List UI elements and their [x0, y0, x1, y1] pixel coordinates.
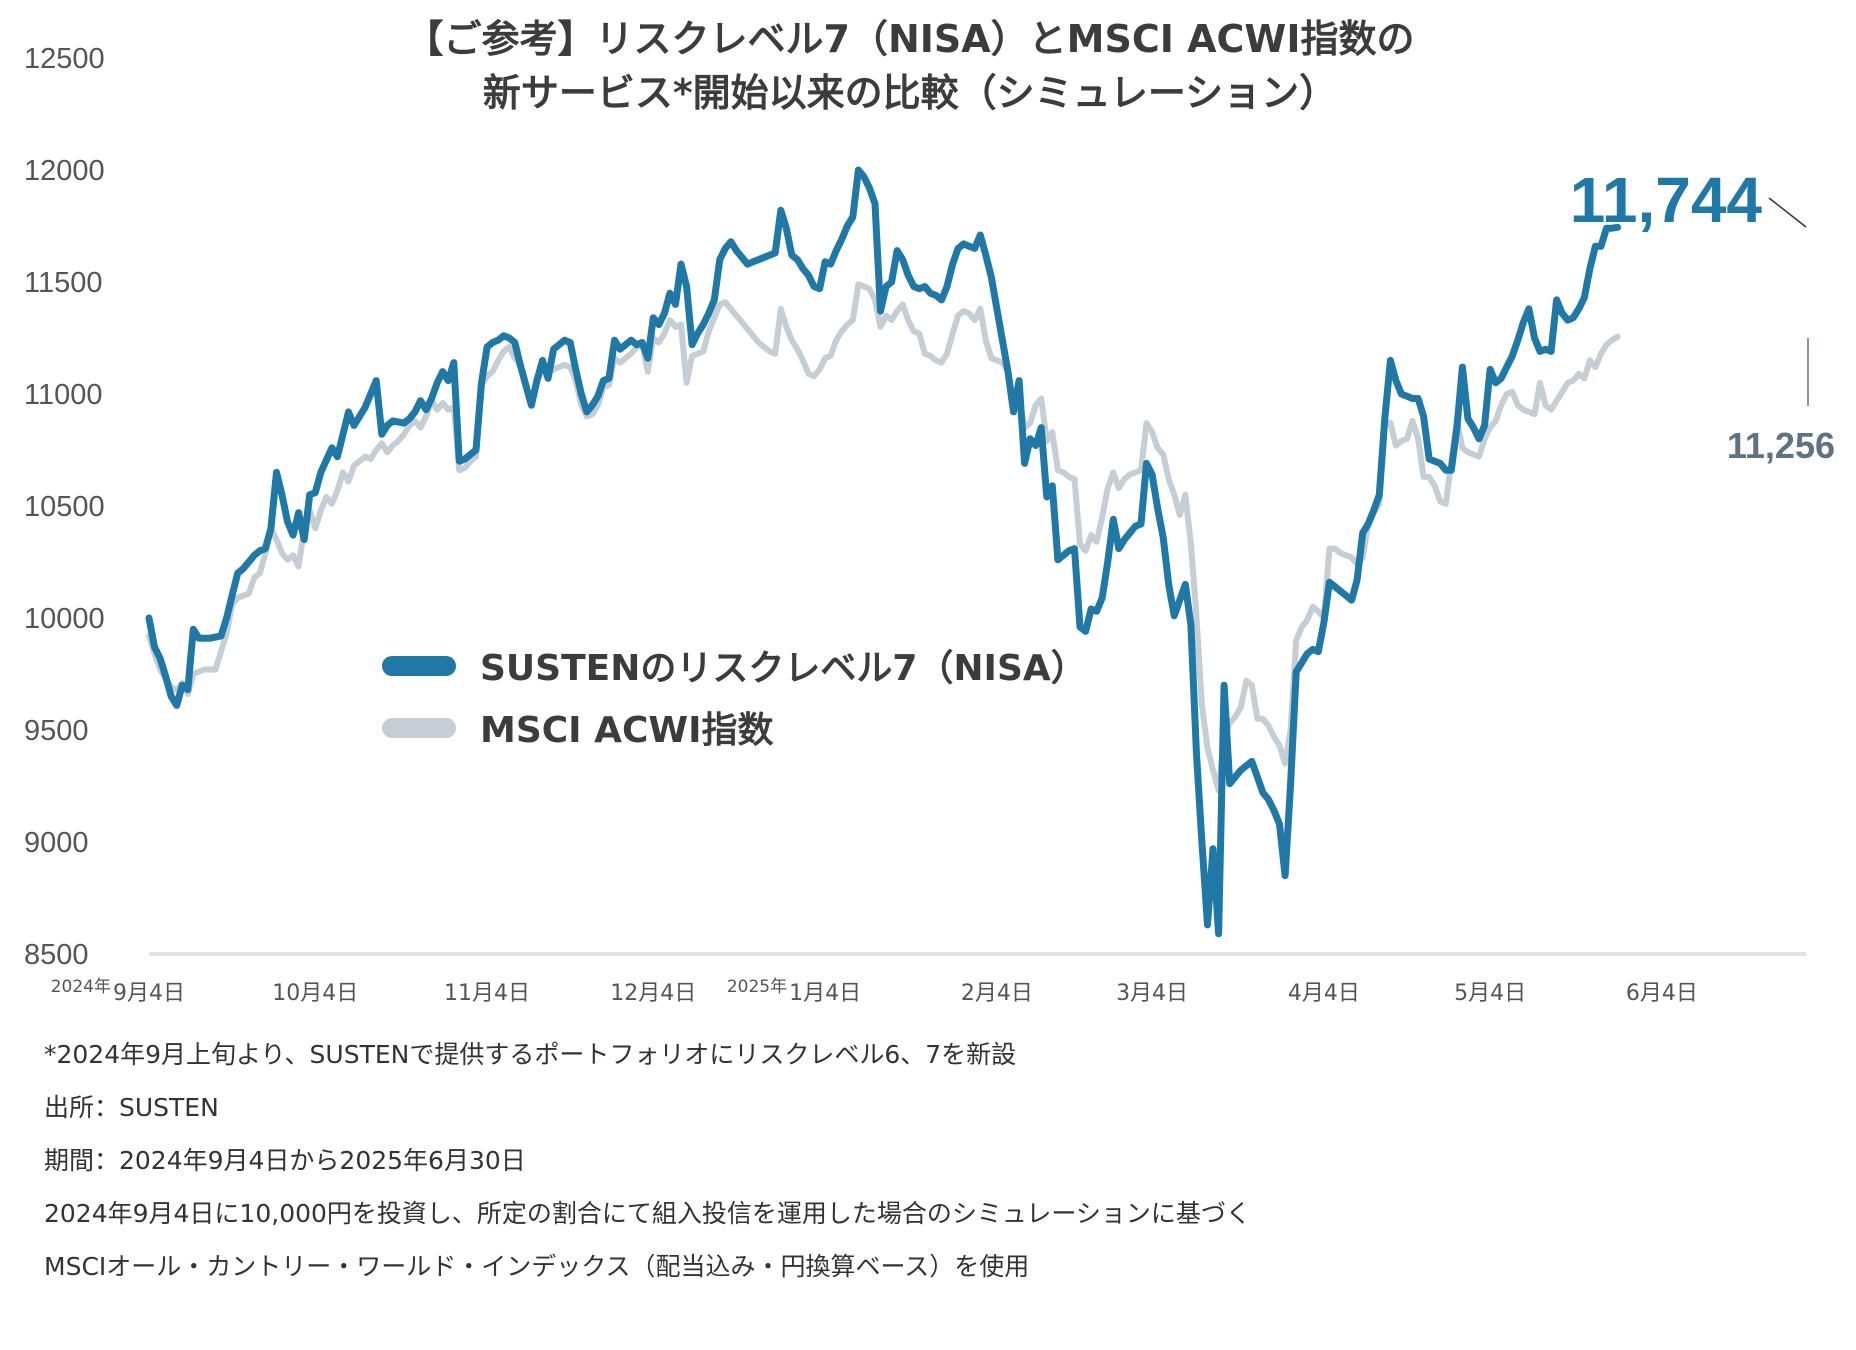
legend: SUSTENのリスクレベル7（NISA） MSCI ACWI指数: [382, 648, 1087, 751]
y-tick-label: 10000: [24, 603, 105, 635]
x-tick-label: 6月4日: [1626, 981, 1698, 1006]
y-tick-label: 8500: [24, 939, 89, 971]
chart: 【ご参考】リスクレベル7（NISA）とMSCI ACWI指数の 新サービス*開始…: [24, 17, 1835, 1006]
end-value-susten-leader: [1768, 197, 1807, 228]
chart-title-line-1: 【ご参考】リスクレベル7（NISA）とMSCI ACWI指数の: [406, 17, 1415, 61]
footnote-new-service: *2024年9月上旬より、SUSTENで提供するポートフォリオにリスクレベル6、…: [44, 1040, 1017, 1069]
series-line-susten: [145, 166, 1622, 938]
x-tick-year: 2024年: [51, 977, 111, 997]
chart-title: 【ご参考】リスクレベル7（NISA）とMSCI ACWI指数の 新サービス*開始…: [406, 17, 1415, 115]
y-tick-label: 10500: [24, 491, 105, 523]
footnote-period: 期間：2024年9月4日から2025年6月30日: [44, 1146, 526, 1175]
x-tick-label: 2月4日: [961, 981, 1033, 1006]
footnote-method: 2024年9月4日に10,000円を投資し、所定の割合にて組入投信を運用した場合…: [44, 1199, 1251, 1228]
y-tick-label: 11000: [24, 379, 103, 411]
y-tick-label: 12000: [24, 155, 105, 187]
chart-title-line-2: 新サービス*開始以来の比較（シミュレーション）: [483, 71, 1337, 115]
footnote-index: MSCIオール・カントリー・ワールド・インデックス（配当込み・円換算ベース）を使…: [44, 1252, 1030, 1281]
plot-area: [145, 166, 1622, 938]
end-value-msci: 11,256: [1727, 425, 1835, 466]
x-tick-label: 9月4日: [113, 981, 185, 1006]
x-tick-label: 1月4日: [789, 981, 861, 1006]
y-tick-label: 11500: [24, 267, 103, 299]
y-tick-label: 9000: [24, 827, 89, 859]
footnote-source: 出所：SUSTEN: [44, 1093, 219, 1122]
end-labels: 11,744 11,256: [1570, 164, 1835, 466]
y-axis: 8500 9000 9500 10000 10500 11000 11500 12000 125…: [24, 43, 105, 971]
x-tick-year: 2025年: [727, 977, 787, 997]
legend-label-susten: SUSTENのリスクレベル7（NISA）: [480, 648, 1087, 689]
legend-label-msci: MSCI ACWI指数: [480, 710, 774, 751]
series-line-msci: [146, 281, 1621, 794]
y-tick-label: 12500: [24, 43, 105, 75]
x-tick-label: 5月4日: [1454, 981, 1526, 1006]
x-tick-label: 3月4日: [1116, 981, 1188, 1006]
y-tick-label: 9500: [24, 715, 89, 747]
x-tick-label: 12月4日: [610, 981, 696, 1006]
end-value-susten: 11,744: [1570, 164, 1763, 236]
x-tick-label: 10月4日: [272, 981, 358, 1006]
x-tick-label: 4月4日: [1288, 981, 1360, 1006]
x-tick-label: 11月4日: [444, 981, 530, 1006]
footnotes: *2024年9月上旬より、SUSTENで提供するポートフォリオにリスクレベル6、…: [44, 1028, 1744, 1293]
